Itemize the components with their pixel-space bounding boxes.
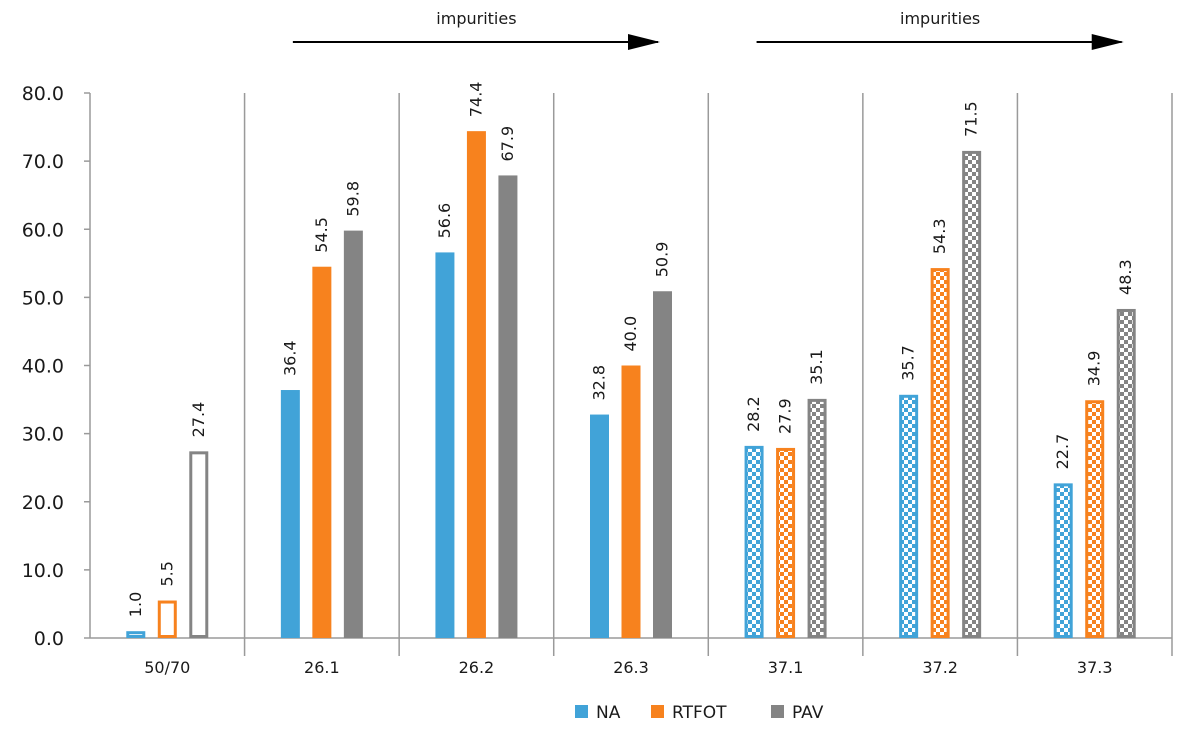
bar-rtfot-50-70 (157, 600, 177, 638)
bar-rtfot-37-1 (776, 447, 796, 638)
bar-pav-37-3 (1116, 308, 1136, 638)
data-label: 5.5 (157, 561, 176, 586)
bar-na-37-1 (744, 445, 764, 639)
bar-rtfot-37-3 (1085, 400, 1105, 638)
y-tick-label: 20.0 (22, 492, 64, 514)
legend-swatch-rtfot (651, 705, 664, 718)
y-tick-label: 80.0 (22, 83, 64, 105)
data-label: 59.8 (343, 181, 362, 217)
bar-na-26-2 (435, 252, 455, 638)
data-label: 28.2 (744, 396, 763, 432)
data-label: 36.4 (280, 340, 299, 376)
x-category-label: 37.1 (768, 658, 804, 677)
bar-rtfot-26-2 (466, 131, 486, 638)
x-category-label: 50/70 (144, 658, 190, 677)
data-label: 34.9 (1085, 351, 1104, 387)
y-tick-label: 60.0 (22, 219, 64, 241)
bar-rtfot-26-3 (621, 365, 641, 638)
data-label: 27.4 (189, 402, 208, 438)
bar-na-50-70 (126, 631, 146, 638)
data-label: 35.7 (899, 345, 918, 381)
arrowhead-icon (1091, 34, 1124, 50)
data-label: 56.6 (435, 203, 454, 239)
data-label: 27.9 (776, 398, 795, 434)
x-category-label: 26.3 (613, 658, 649, 677)
data-label: 1.0 (126, 592, 145, 617)
x-category-label: 26.2 (459, 658, 495, 677)
bar-pav-26-2 (498, 175, 518, 638)
y-tick-label: 40.0 (22, 356, 64, 378)
bar-pav-37-2 (962, 150, 982, 638)
bar-rtfot-37-2 (930, 268, 950, 638)
bar-rtfot-26-1 (312, 266, 332, 638)
data-label: 54.5 (312, 217, 331, 253)
bar-pav-50-70 (189, 451, 209, 638)
data-label: 22.7 (1053, 434, 1072, 470)
legend-label-rtfot: RTFOT (672, 703, 727, 723)
data-label: 35.1 (807, 349, 826, 385)
bar-na-26-1 (280, 390, 300, 638)
data-label: 71.5 (962, 101, 981, 137)
legend-label-na: NA (596, 703, 621, 723)
y-tick-label: 30.0 (22, 424, 64, 446)
bar-pav-26-3 (653, 291, 672, 638)
y-tick-label: 50.0 (22, 287, 64, 309)
x-category-label: 37.3 (1077, 658, 1113, 677)
data-label: 40.0 (621, 316, 640, 352)
bar-na-37-3 (1053, 483, 1073, 639)
data-label: 54.3 (930, 218, 949, 254)
bar-na-26-3 (590, 414, 609, 638)
legend-label-pav: PAV (792, 703, 824, 723)
y-tick-label: 0.0 (34, 628, 64, 650)
legend-swatch-na (575, 705, 588, 718)
y-tick-label: 10.0 (22, 560, 64, 582)
x-category-label: 26.1 (304, 658, 340, 677)
y-tick-label: 70.0 (22, 151, 64, 173)
legend-swatch-pav (771, 705, 784, 718)
bar-pav-37-1 (807, 398, 827, 638)
bar-pav-26-1 (343, 230, 363, 639)
x-category-label: 37.2 (922, 658, 958, 677)
data-label: 32.8 (590, 365, 609, 401)
impurities-label: impurities (436, 9, 516, 28)
data-label: 48.3 (1116, 259, 1135, 295)
data-label: 67.9 (498, 126, 517, 162)
bar-na-37-2 (899, 394, 919, 639)
impurities-label: impurities (900, 9, 980, 28)
data-label: 74.4 (466, 82, 485, 118)
data-label: 50.9 (653, 242, 672, 278)
arrowhead-icon (628, 34, 660, 50)
